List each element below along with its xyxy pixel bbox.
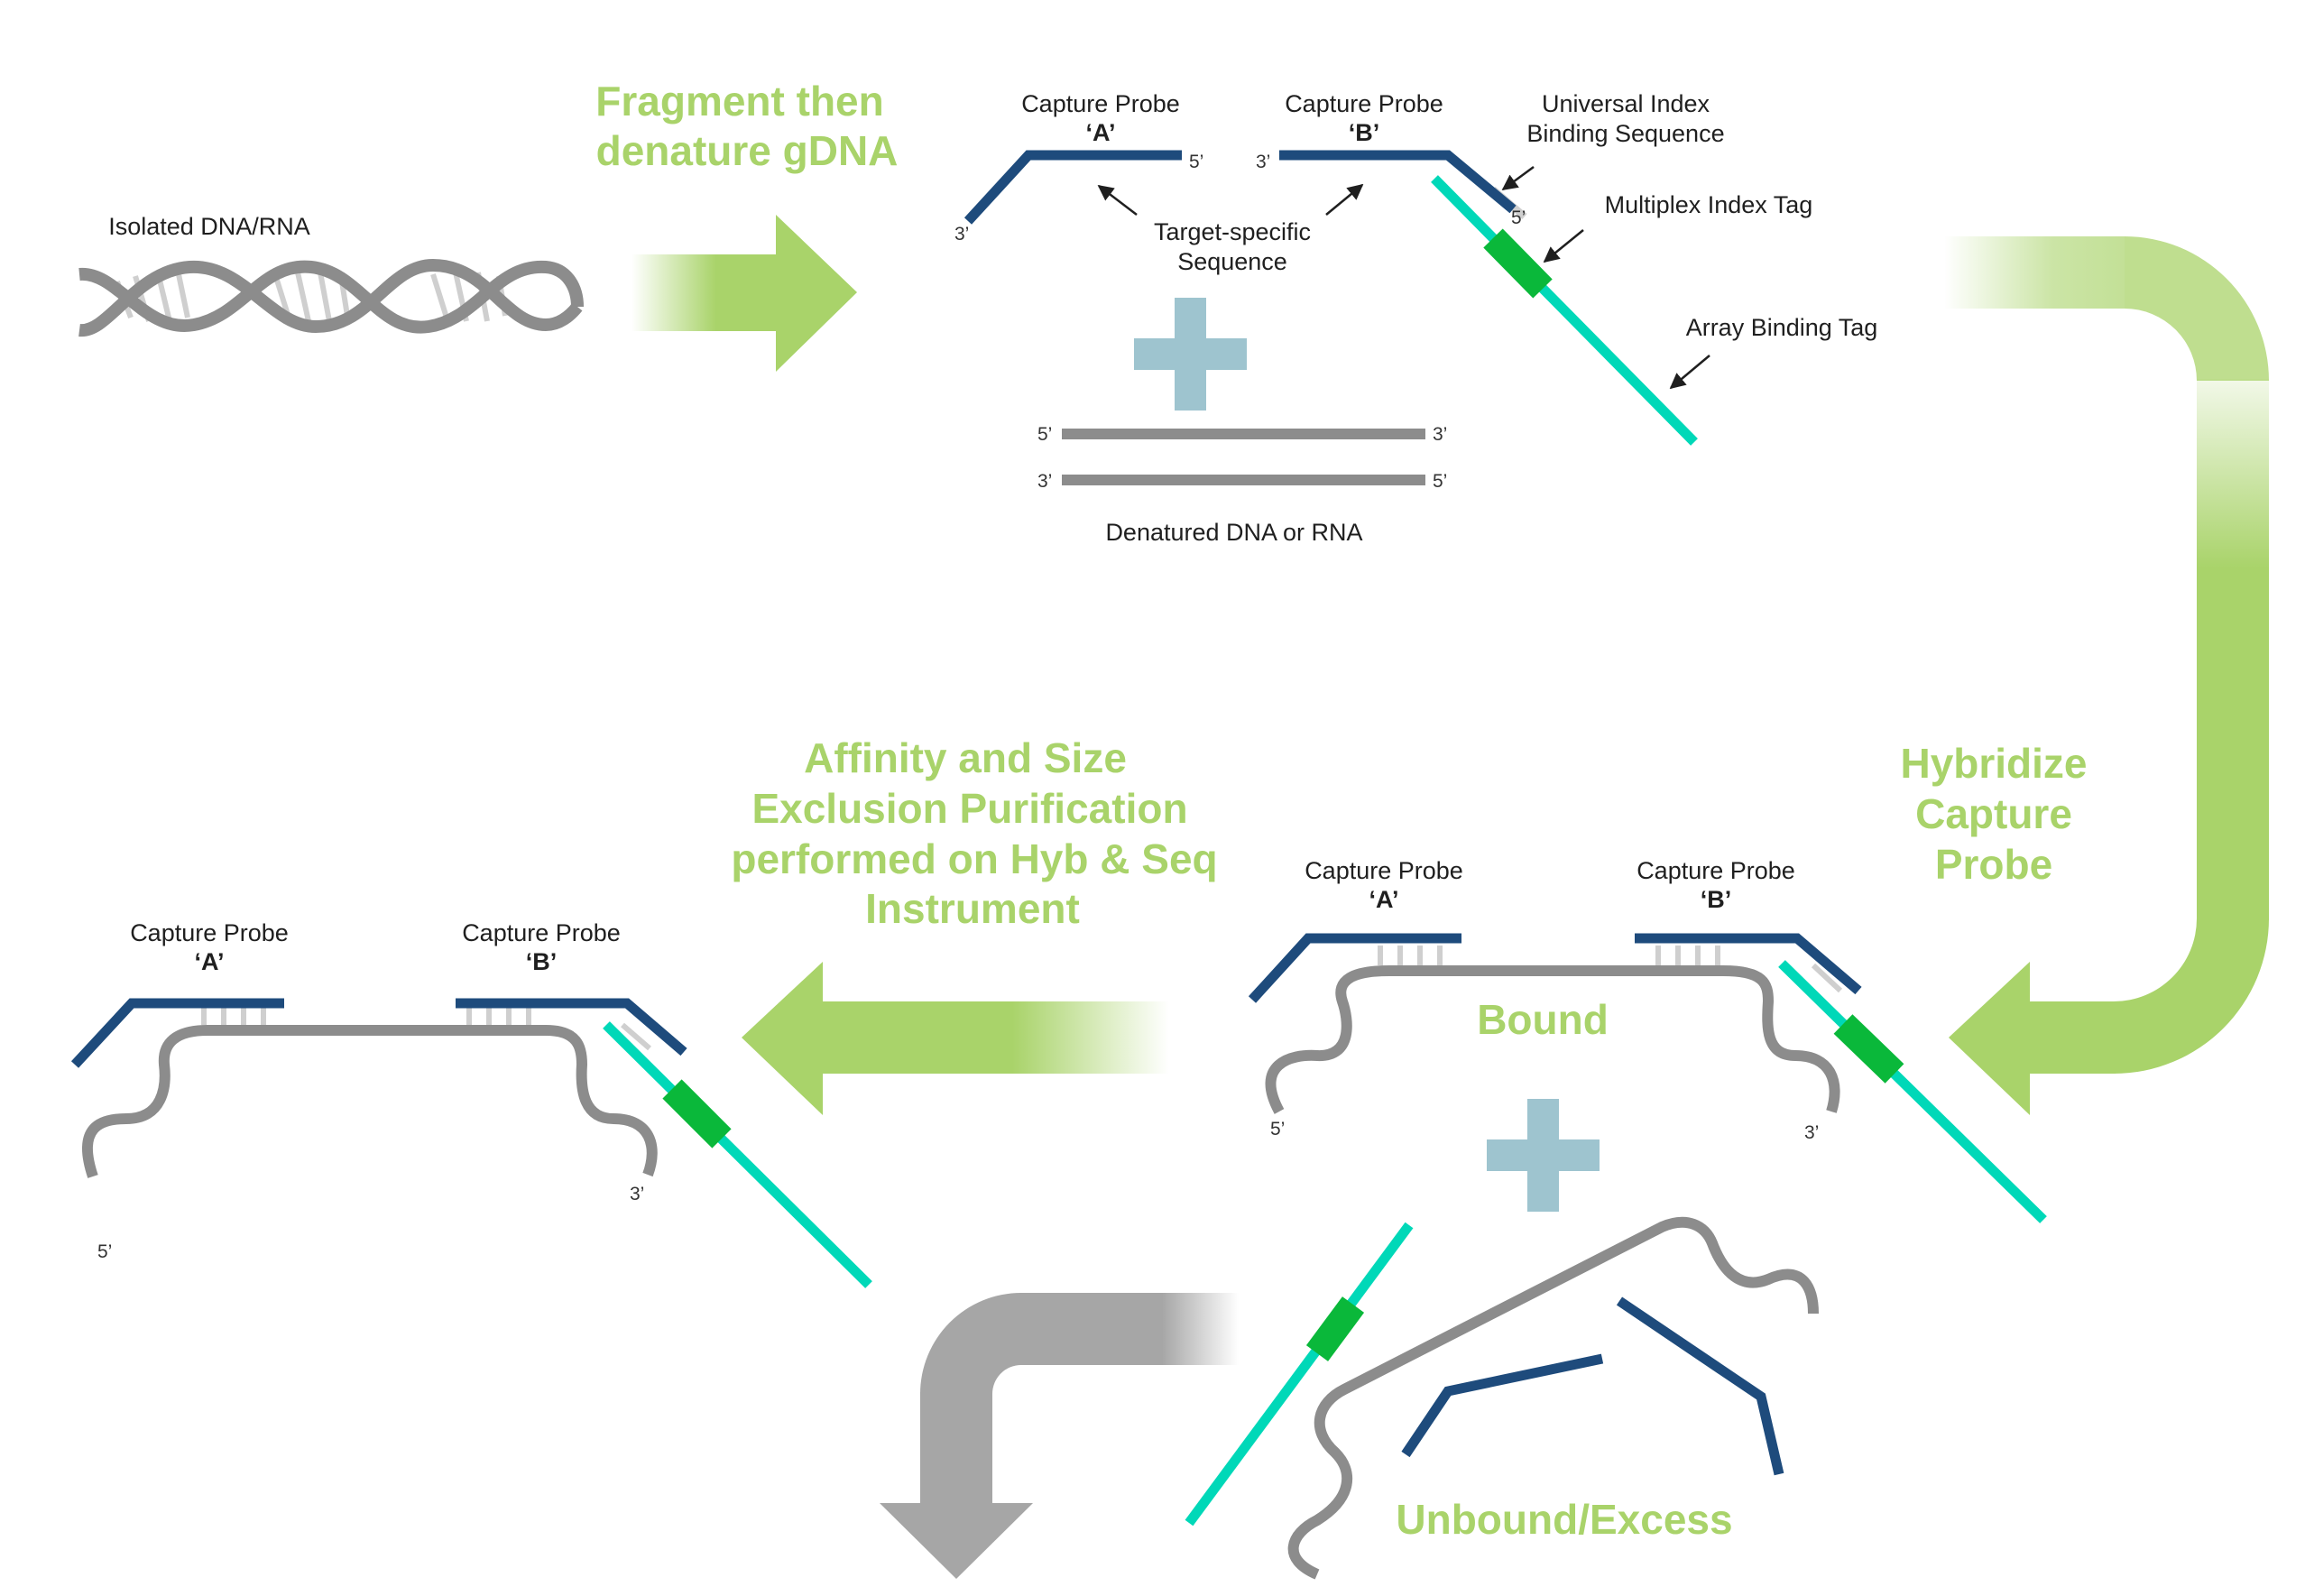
left-3-end: 3’	[630, 1184, 644, 1204]
probe-a-label-2: ‘A’	[1085, 119, 1115, 146]
bound-complex	[1248, 933, 2047, 1223]
universal-index-label-1: Universal Index	[1542, 90, 1710, 117]
purify-label-2: Exclusion Purification	[751, 785, 1187, 832]
bound-probe-b-label-1: Capture Probe	[1637, 857, 1795, 884]
target-specific-label-2: Sequence	[1177, 248, 1287, 275]
bound-probe-b-label-2: ‘B’	[1701, 886, 1732, 913]
fragment-step-label-1: Fragment then	[595, 78, 883, 125]
array-tag-label: Array Binding Tag	[1686, 314, 1878, 341]
multiplex-tag-label: Multiplex Index Tag	[1605, 191, 1813, 218]
unbound-excess-molecules	[1185, 1216, 1819, 1580]
purify-label-3: performed on Hyb & Seq	[731, 835, 1217, 882]
hybridize-step-arrow	[1944, 236, 2269, 1115]
left-probe-b-label-1: Capture Probe	[462, 919, 621, 946]
strand-2-right-end: 5’	[1433, 471, 1447, 492]
strand-1-left-end: 5’	[1037, 424, 1052, 445]
universal-index-label-2: Binding Sequence	[1526, 120, 1724, 147]
dna-double-helix	[78, 258, 584, 337]
denatured-label: Denatured DNA or RNA	[1105, 519, 1362, 546]
plus-icon-2	[1487, 1099, 1600, 1212]
array-tag-pointer	[1669, 355, 1710, 390]
strand-1-right-end: 3’	[1433, 424, 1447, 445]
left-probe-b-label-2: ‘B’	[526, 948, 558, 975]
probe-b-label-2: ‘B’	[1349, 119, 1380, 146]
bound-label: Bound	[1477, 996, 1609, 1043]
probe-b-5-end: 5’	[1511, 208, 1526, 228]
hybridize-label-2: Capture	[1915, 790, 2072, 837]
purify-label-4: Instrument	[865, 885, 1080, 932]
left-probe-a-label-2: ‘A’	[194, 948, 224, 975]
purification-step-arrow	[742, 962, 1169, 1115]
probe-a-5-end: 5’	[1189, 152, 1203, 172]
left-5-end: 5’	[97, 1241, 112, 1262]
purify-label-1: Affinity and Size	[804, 734, 1127, 781]
universal-index-pointer	[1501, 165, 1535, 191]
probe-b-3-end: 3’	[1256, 152, 1270, 172]
bound-probe-a-label-1: Capture Probe	[1305, 857, 1463, 884]
unbound-label: Unbound/Excess	[1396, 1496, 1732, 1543]
waste-arrow	[880, 1293, 1239, 1579]
multiplex-tag-pointer	[1543, 229, 1584, 263]
fragment-step-label-2: denature gDNA	[596, 127, 899, 174]
bound-probe-a-label-2: ‘A’	[1369, 886, 1398, 913]
purified-complex	[70, 998, 872, 1288]
bound-5-end: 5’	[1270, 1119, 1285, 1139]
capture-probe-b	[1279, 150, 1698, 446]
hybridize-label-3: Probe	[1935, 841, 2052, 888]
isolated-dna-label: Isolated DNA/RNA	[108, 213, 310, 240]
probe-b-label-1: Capture Probe	[1285, 90, 1443, 117]
strand-2-left-end: 3’	[1037, 471, 1052, 492]
target-pointer-b	[1325, 183, 1364, 216]
capture-probe-a	[963, 150, 1182, 225]
bound-3-end: 3’	[1804, 1122, 1819, 1143]
target-specific-label-1: Target-specific	[1154, 218, 1311, 245]
target-pointer-a	[1097, 184, 1138, 216]
fragment-step-arrow	[632, 215, 857, 372]
hybridize-label-1: Hybridize	[1900, 740, 2087, 787]
probe-a-3-end: 3’	[954, 224, 969, 244]
plus-icon	[1134, 298, 1247, 411]
probe-a-label-1: Capture Probe	[1021, 90, 1180, 117]
left-probe-a-label-1: Capture Probe	[130, 919, 289, 946]
